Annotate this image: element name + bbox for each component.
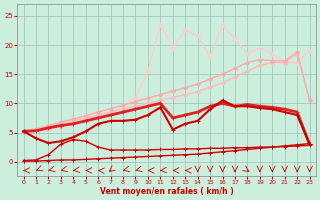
X-axis label: Vent moyen/en rafales ( km/h ): Vent moyen/en rafales ( km/h ): [100, 187, 234, 196]
